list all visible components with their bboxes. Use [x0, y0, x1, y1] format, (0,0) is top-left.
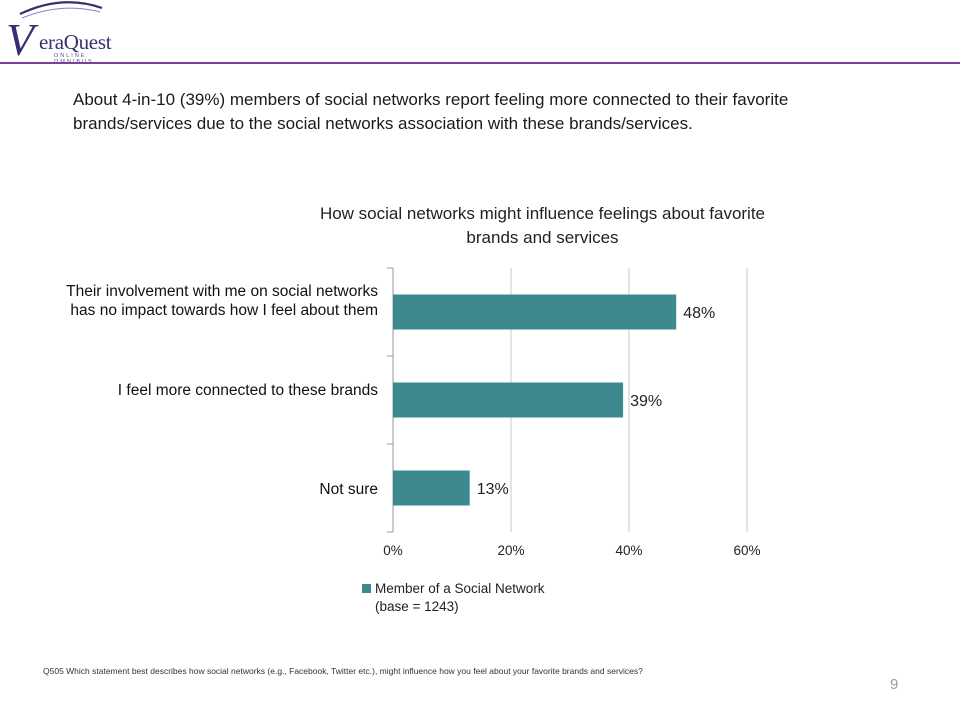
x-tick-label: 40%: [615, 543, 642, 558]
legend-swatch: [362, 584, 371, 593]
bar: [393, 294, 677, 330]
bar-value-label: 39%: [630, 393, 662, 410]
bar: [393, 470, 470, 506]
bar-value-label: 48%: [683, 305, 715, 322]
legend-series-name: Member of a Social Network: [375, 581, 545, 596]
headline-text: About 4-in-10 (39%) members of social ne…: [73, 90, 789, 133]
page-number: 9: [890, 676, 899, 693]
category-label-not-sure: Not sure: [319, 481, 378, 498]
bar: [393, 382, 624, 418]
x-tick-label: 0%: [383, 543, 403, 558]
header-divider: [0, 62, 960, 64]
bar-value-label: 13%: [477, 481, 509, 498]
logo-text: eraQuest: [39, 30, 112, 54]
logo-initial: V: [6, 14, 39, 62]
chart-title: How social networks might influence feel…: [319, 204, 766, 247]
question-footnote: Q505 Which statement best describes how …: [43, 666, 643, 676]
logo-swoosh-icon: V: [6, 1, 103, 65]
x-tick-label: 20%: [497, 543, 524, 558]
category-label-no-impact: Their involvement with me on social netw…: [66, 283, 378, 319]
category-label-more-connected: I feel more connected to these brands: [117, 382, 378, 399]
legend-series-base: (base = 1243): [375, 599, 459, 614]
x-tick-label: 60%: [733, 543, 760, 558]
